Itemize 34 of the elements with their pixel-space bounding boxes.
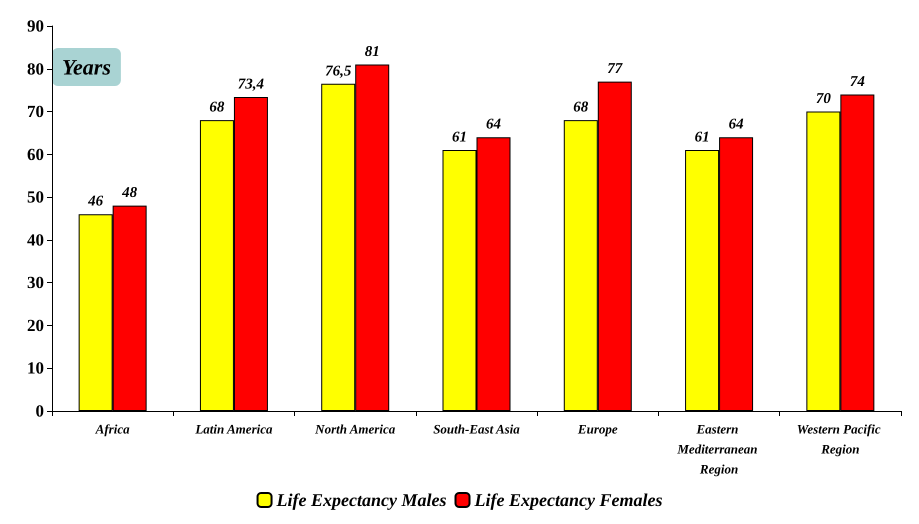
data-label: 68 <box>209 100 225 116</box>
data-label: 77 <box>607 61 623 78</box>
y-tick-label: 90 <box>27 16 44 36</box>
y-tick-label: 30 <box>27 273 44 292</box>
data-label: 81 <box>364 44 380 60</box>
legend-label: Life Expectancy Females <box>474 490 662 510</box>
legend-label: Life Expectancy Males <box>276 490 447 510</box>
y-tick-label: 20 <box>27 316 44 335</box>
x-tick-label: Europe <box>576 422 618 436</box>
x-tick-label: North America <box>314 422 396 436</box>
x-tick-label: South-East Asia <box>433 422 520 436</box>
data-label: 64 <box>486 116 502 133</box>
y-tick-label: 10 <box>27 358 44 378</box>
data-label: 70 <box>816 91 832 108</box>
y-tick-label: 40 <box>27 230 44 250</box>
y-axis-title: Years <box>62 54 111 80</box>
y-tick-label: 0 <box>36 402 44 420</box>
x-tick-label: Latin America <box>194 422 274 436</box>
x-tick-label: Western Pacific Region <box>796 422 884 456</box>
x-tick-label: Africa <box>94 422 130 436</box>
data-label: 68 <box>573 100 589 116</box>
y-tick-label: 60 <box>27 144 44 164</box>
data-label: 61 <box>452 130 467 146</box>
data-label: 64 <box>728 116 744 133</box>
y-tick-label: 50 <box>27 188 44 207</box>
data-label: 46 <box>87 194 104 210</box>
data-label: 73,4 <box>238 76 265 93</box>
y-tick-label: 70 <box>27 102 44 122</box>
data-label: 48 <box>121 185 138 202</box>
data-label: 61 <box>694 130 710 146</box>
data-label: 74 <box>850 74 866 90</box>
x-tick-label: Eastern Mediterranean Region <box>676 422 761 476</box>
data-label: 76,5 <box>325 63 352 80</box>
y-tick-label: 80 <box>27 59 44 78</box>
